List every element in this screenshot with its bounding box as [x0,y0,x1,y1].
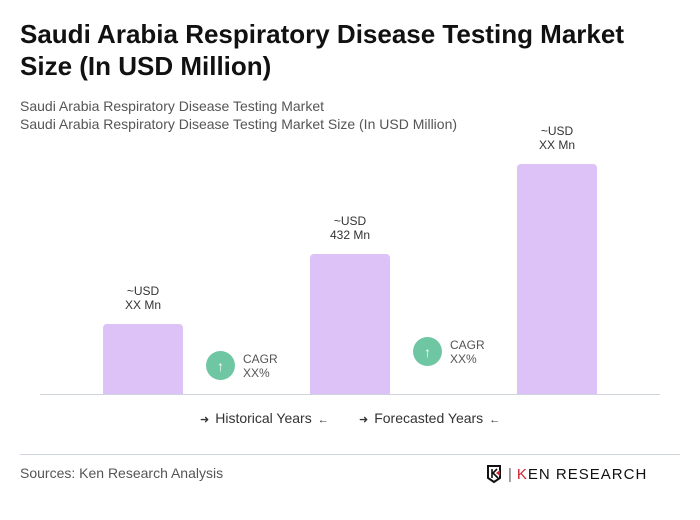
cagr-value: XX% [450,351,477,366]
subtitle: Saudi Arabia Respiratory Disease Testing… [20,98,325,114]
data-label-line: XX Mn [538,137,575,152]
arrow-left-icon: ← [489,414,501,426]
bar [103,324,183,394]
data-label-line: XX Mn [124,298,161,312]
logo-icon [487,465,501,484]
subtitle-2: Saudi Arabia Respiratory Disease Testing… [20,116,458,132]
x-axis-line [40,394,660,395]
bar [310,254,390,394]
cagr-label: CAGR [450,337,485,352]
legend-historical: ➜ Historical Years ← [194,410,335,426]
cagr-value: XX% [243,365,270,380]
data-label: ~USD XX Mn [83,284,203,312]
arrow-right-icon: ➜ [200,414,210,426]
page-title: Saudi Arabia Respiratory Disease Testing… [20,19,624,81]
arrow-up-icon: ↑ [206,351,235,380]
data-label-line: ~USD [540,123,574,138]
legend-label: Historical Years [215,410,312,426]
legend-label: Forecasted Years [374,410,484,426]
source-text: Sources: Ken Research Analysis [20,465,224,481]
data-label: ~USD 432 Mn [290,214,410,242]
data-label-line: 432 Mn [329,228,371,242]
legend-forecasted: ➜ Forecasted Years ← [353,410,506,426]
arrow-left-icon: ← [317,414,329,426]
cagr-badge: ↑ CAGR XX% [413,337,485,366]
cagr-badge: ↑ CAGR XX% [206,351,278,380]
arrow-right-icon: ➜ [359,414,369,426]
cagr-label: CAGR [243,351,278,366]
bar [517,163,597,394]
ken-research-logo: | K EN RESEARCH [486,464,647,484]
data-label-line: ~USD [126,284,160,298]
arrow-up-icon: ↑ [413,337,442,366]
data-label-line: ~USD [333,214,367,228]
data-label: ~USD XX Mn [497,124,617,152]
divider [20,454,680,455]
